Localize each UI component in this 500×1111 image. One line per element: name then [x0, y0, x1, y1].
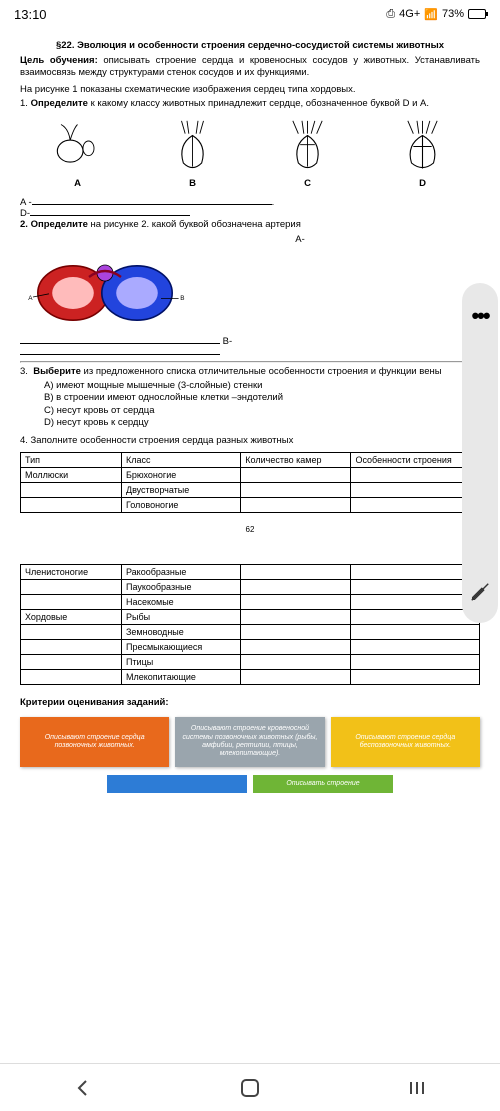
heart-b-diagram — [165, 119, 220, 174]
q3: 3. Выберите из предложенного списка отли… — [20, 366, 480, 378]
q2: 2. Определите на рисунке 2. какой буквой… — [20, 219, 480, 231]
heart-labels: A B C D — [20, 178, 480, 189]
criteria-title: Критерии оценивания заданий: — [20, 697, 480, 709]
more-icon[interactable]: ••• — [471, 303, 488, 329]
battery-pct: 73% — [442, 8, 464, 20]
side-toolbar: ••• — [462, 283, 498, 623]
svg-text:B: B — [180, 295, 184, 302]
table-2: ЧленистоногиеРакообразные Паукообразные … — [20, 564, 480, 685]
bottom-green-box: Описывать строение — [253, 775, 393, 793]
fill-a: A -. — [20, 197, 480, 208]
status-right: ⎙ 4G+ 📶 73% — [386, 8, 486, 21]
a-label-top: A- — [120, 234, 480, 245]
intro-para: На рисунке 1 показаны схематические изоб… — [20, 84, 480, 96]
bottom-blue-box — [107, 775, 247, 793]
status-bar: 13:10 ⎙ 4G+ 📶 73% — [0, 0, 500, 28]
goal-para: Цель обучения: описывать строение сердца… — [20, 55, 480, 80]
q4: 4. Заполните особенности строения сердца… — [20, 435, 480, 447]
table-1: Тип Класс Количество камер Особенности с… — [20, 452, 480, 513]
heart-c-diagram — [280, 119, 335, 174]
heart-d-diagram — [395, 119, 450, 174]
crit-box-3: Описывают строение сердца беспозвоночных… — [331, 717, 480, 767]
opt-d: D) несут кровь к сердцу — [44, 417, 480, 429]
heart-a-diagram — [50, 119, 105, 174]
crit-box-1: Описывают строение сердца позвоночных жи… — [20, 717, 169, 767]
opt-b: B) в строении имеют однослойные клетки –… — [44, 392, 480, 404]
opt-c: C) несут кровь от сердца — [44, 405, 480, 417]
status-time: 13:10 — [14, 7, 47, 22]
home-button[interactable] — [237, 1075, 263, 1101]
recents-button[interactable] — [404, 1075, 430, 1101]
opt-a: A) имеют мощные мышечные (3-слойные) сте… — [44, 380, 480, 392]
fill-line-3 — [20, 347, 480, 358]
q1: 1. Определите к какому классу животных п… — [20, 98, 480, 110]
fill-line-2: B- — [20, 336, 480, 347]
battery-icon-small: ⎙ — [386, 8, 395, 21]
android-nav-bar — [0, 1063, 500, 1111]
back-button[interactable] — [70, 1075, 96, 1101]
battery-icon — [468, 9, 486, 19]
signal-icon: 📶 — [424, 8, 438, 21]
fill-d: D- — [20, 208, 480, 219]
goal-label: Цель обучения: — [20, 55, 98, 66]
heart-diagrams-row — [20, 118, 480, 174]
vessel-diagram: A B — [20, 249, 190, 329]
bottom-row: Описывать строение — [20, 775, 480, 793]
page-number: 62 — [20, 525, 480, 534]
crit-box-2: Описывают строение кровеносной системы п… — [175, 717, 324, 767]
pen-disabled-icon[interactable] — [469, 581, 491, 603]
criteria-row: Описывают строение сердца позвоночных жи… — [20, 717, 480, 767]
document-content[interactable]: §22. Эволюция и особенности строения сер… — [0, 28, 500, 1063]
svg-text:A: A — [28, 295, 33, 302]
section-title: §22. Эволюция и особенности строения сер… — [20, 40, 480, 51]
network-label: 4G+ — [399, 8, 420, 20]
